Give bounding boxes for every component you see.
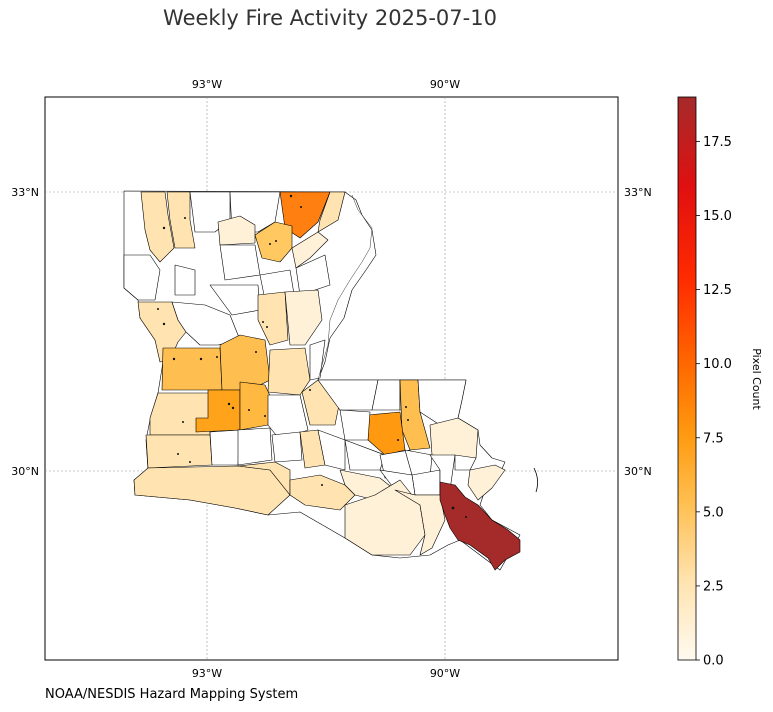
parish-union (279, 191, 331, 239)
parish-richland (295, 254, 331, 296)
parish-desoto (123, 254, 161, 301)
lat-tick-left-30: 30°N (11, 465, 39, 478)
parish-pointe-coupee (301, 379, 341, 426)
colorbar-tick-label: 10.0 (703, 357, 732, 372)
colorbar-tick-label: 0.0 (703, 654, 724, 669)
lat-tick-right-30: 30°N (624, 465, 652, 478)
colorbar-tick-label: 5.0 (703, 505, 724, 520)
coastline-islands (533, 467, 538, 493)
parish-jeff-davis (209, 429, 241, 466)
colorbar-label: Pixel Count (750, 348, 763, 410)
colorbar-tick-label: 2.5 (703, 579, 724, 594)
colorbar (677, 96, 697, 661)
parish-catahoula (284, 289, 323, 346)
parish-lafayette (271, 431, 303, 463)
parish-acadia (237, 427, 273, 466)
colorbar-tick-label: 15.0 (703, 209, 732, 224)
data-credit: NOAA/NESDIS Hazard Mapping System (45, 687, 299, 702)
colorbar-tick-label: 17.5 (703, 135, 732, 150)
lon-tick-bottom-93: 93°W (192, 667, 222, 680)
parish-lasalle (257, 291, 289, 346)
parish-calcasieu (145, 434, 213, 469)
parish-morehouse (317, 191, 346, 233)
parish-vernon (161, 347, 223, 391)
mississippi-river (317, 194, 373, 381)
parish-east-baton-rouge (339, 409, 371, 441)
lat-tick-right-33: 33°N (624, 186, 652, 199)
lon-tick-top-93: 93°W (192, 78, 222, 91)
parish-natchitoches (171, 301, 241, 346)
fire-points (157, 194, 467, 518)
parish-evangeline (239, 381, 273, 431)
louisiana-map (123, 190, 521, 571)
parish-iberville (317, 429, 346, 471)
parish-rapides (219, 334, 271, 391)
parish-lincoln (217, 215, 256, 246)
parish-st-tammany (429, 417, 479, 459)
parish-iberia (289, 474, 356, 511)
lon-tick-bottom-90: 90°W (430, 667, 460, 680)
parish-west-carroll (291, 231, 329, 269)
colorbar-tick-label: 7.5 (703, 431, 724, 446)
parish-concordia (309, 339, 326, 381)
lat-tick-left-33: 33°N (11, 186, 39, 199)
parish-red-river (174, 264, 196, 296)
colorbar-tick-label: 12.5 (703, 283, 732, 298)
colorbar-ticks: 0.0 2.5 5.0 7.5 10.0 12.5 15.0 17.5 (696, 135, 732, 669)
parish-jackson (219, 244, 261, 281)
map-title: Weekly Fire Activity 2025-07-10 (163, 6, 497, 30)
lon-tick-top-90: 90°W (430, 78, 460, 91)
parish-st-bernard (467, 464, 506, 501)
parish-plaquemines (439, 481, 521, 571)
parish-caddo (140, 191, 175, 263)
parish-lafourche (394, 489, 446, 556)
parish-avoyelles (267, 347, 311, 396)
map-frame (44, 96, 619, 661)
